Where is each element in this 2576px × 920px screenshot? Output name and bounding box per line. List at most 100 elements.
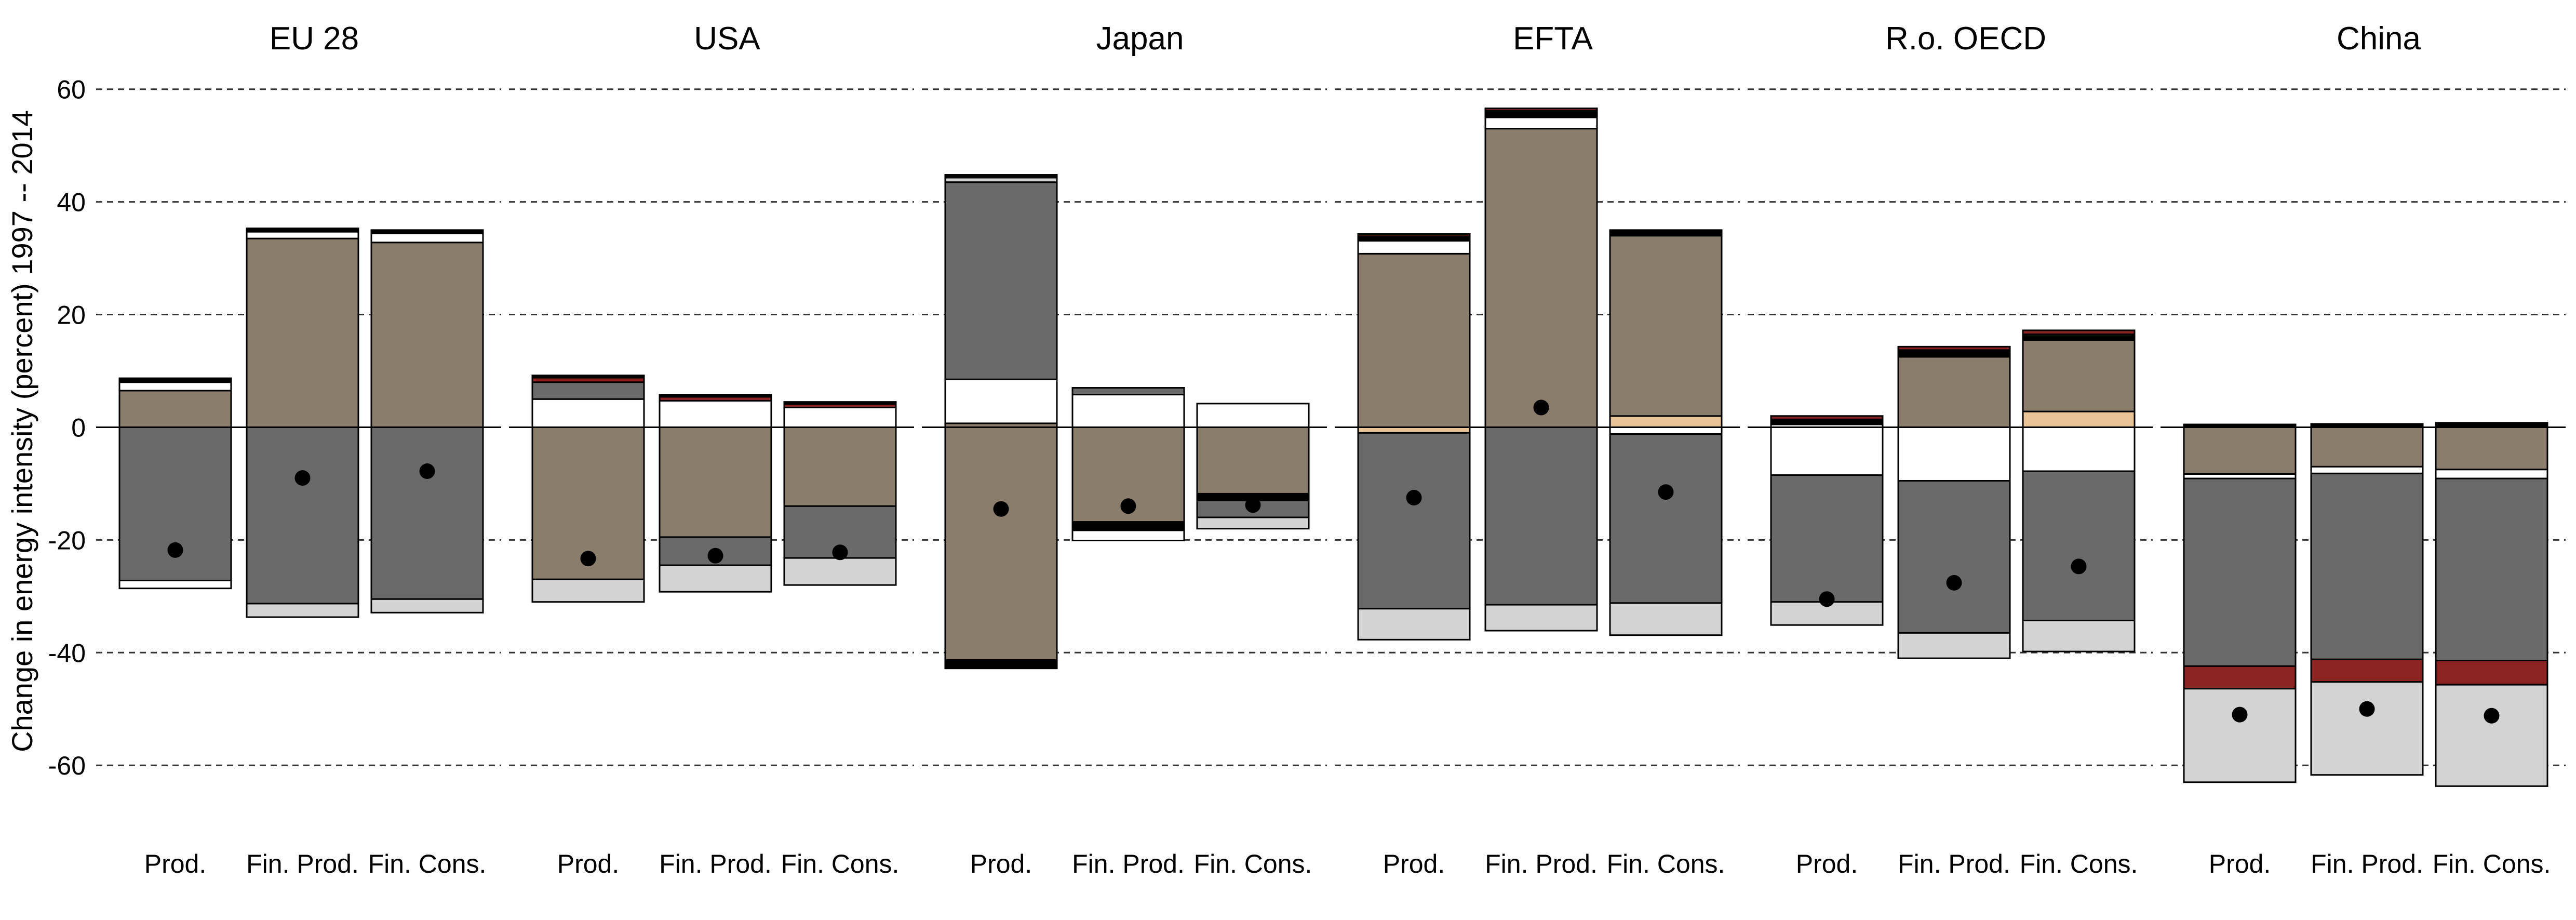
bar-segment-tan [2022, 339, 2136, 412]
y-tick-label: -60 [48, 751, 86, 780]
category-label: Fin. Cons. [781, 849, 900, 878]
stacked-bar [1770, 415, 1884, 626]
bar-segment-white [2022, 426, 2136, 472]
bar-segment-black [1071, 521, 1185, 531]
bar-segment-tan [370, 242, 484, 428]
stacked-bar [1071, 387, 1185, 541]
total-dot [294, 470, 311, 486]
bar-segment-tan [2310, 426, 2424, 468]
bar-segment-lightgray [2435, 684, 2548, 787]
bar-segment-lightgray [1484, 604, 1598, 632]
bar-segment-white [1770, 426, 1884, 476]
bar-segment-red [2183, 665, 2297, 690]
bar-segment-lightgray [1609, 602, 1723, 636]
bar-segment-white [1357, 239, 1471, 255]
bar-segment-tan [783, 426, 897, 507]
bar-segment-darkgray [1609, 433, 1723, 604]
category-label: Fin. Cons. [2433, 849, 2551, 878]
bar-segment-tan [1484, 128, 1598, 428]
total-dot [2232, 706, 2248, 723]
bar-segment-black [944, 659, 1058, 670]
bar-segment-peach [1609, 415, 1723, 428]
bar-segment-black [659, 394, 772, 398]
category-label: Fin. Cons. [1607, 849, 1725, 878]
panel-titles: EU 28 USA Japan EFTA R.o. OECD China [270, 21, 2421, 57]
bar-segment-black [1897, 349, 2011, 358]
total-dot [580, 551, 596, 567]
bar-segment-tan [1357, 252, 1471, 428]
bar-segment-lightgray [370, 598, 484, 614]
total-dot [1946, 575, 1962, 591]
category-labels: Prod. Fin. Prod. Fin. Cons. Prod. Fin. Prod.… [144, 849, 2551, 878]
bar-segment-white [1196, 403, 1310, 428]
total-dot [1406, 490, 1422, 506]
bar-segment-lightgray [1196, 516, 1310, 530]
stacked-bar [1609, 229, 1723, 636]
bar-segment-tan [1897, 356, 2011, 428]
bar-segment-white [246, 231, 359, 239]
bar-segment-black [1484, 110, 1598, 118]
bar-segment-red [1897, 345, 2011, 351]
bar-segment-black [944, 174, 1058, 179]
stacked-bar [531, 375, 645, 603]
total-dot [167, 542, 183, 558]
bar-segment-darkgray [1484, 426, 1598, 606]
category-label: Prod. [1796, 849, 1858, 878]
bar-segment-tan [944, 426, 1058, 661]
category-label: Prod. [1383, 849, 1445, 878]
bar-segment-white [659, 399, 772, 428]
bar-segment-red [1484, 108, 1598, 112]
total-dot [2359, 701, 2375, 717]
bar-segment-red [2435, 659, 2548, 686]
bar-segment-white [2435, 469, 2548, 479]
bar-segment-darkgray [246, 426, 359, 605]
bar-segment-lightgray [531, 578, 645, 603]
bar-segment-black [783, 401, 897, 405]
y-tick-label: 40 [57, 188, 86, 217]
total-dot [993, 501, 1009, 517]
category-label: Fin. Prod. [2311, 849, 2423, 878]
stacked-bar [1897, 345, 2011, 659]
bar-segment-lightgray [2183, 688, 2297, 783]
panel-title: China [2337, 21, 2421, 57]
total-dot [1245, 497, 1261, 513]
bar-segment-white [118, 381, 232, 392]
bar-segment-black [531, 375, 645, 379]
bar-segment-peach [2022, 410, 2136, 428]
bar-segment-tan [246, 237, 359, 428]
bar-segment-darkgray [2183, 477, 2297, 667]
y-tick-label: 60 [57, 75, 86, 104]
y-axis-ticks: -60 -40 -20 0 20 40 60 [48, 75, 86, 781]
category-label: Prod. [557, 849, 620, 878]
bar-segment-tan [2435, 426, 2548, 471]
total-markers [167, 399, 2500, 724]
bar-segment-lightgray [1897, 632, 2011, 659]
bar-segment-white [783, 407, 897, 428]
bar-segment-white [2310, 465, 2424, 474]
bar-segment-white [1071, 529, 1185, 541]
stacked-bar [1196, 403, 1310, 530]
bar-segment-black [246, 228, 359, 233]
bar-segment-darkgray [1770, 474, 1884, 603]
category-label: Prod. [144, 849, 207, 878]
total-dot [2484, 708, 2500, 724]
total-dot [1533, 399, 1549, 416]
bar-segment-tan [659, 426, 772, 538]
bar-segment-lightgray [783, 557, 897, 586]
y-axis-title: Change in energy intensity (percent) 199… [6, 110, 38, 752]
total-dot [419, 463, 435, 479]
stacked-bar [1484, 108, 1598, 632]
bar-segment-white [370, 232, 484, 244]
stacked-bar [1357, 233, 1471, 641]
y-tick-label: -40 [48, 638, 86, 668]
stacked-bar [2022, 329, 2136, 652]
bar-stacks [118, 108, 2548, 787]
category-label: Prod. [970, 849, 1032, 878]
bar-segment-black [1609, 229, 1723, 237]
panel-title: USA [694, 21, 760, 57]
bar-segment-red [1357, 233, 1471, 237]
bar-segment-lightgray [1357, 608, 1471, 641]
bar-segment-lightgray [246, 603, 359, 618]
bar-segment-black [2022, 334, 2136, 341]
